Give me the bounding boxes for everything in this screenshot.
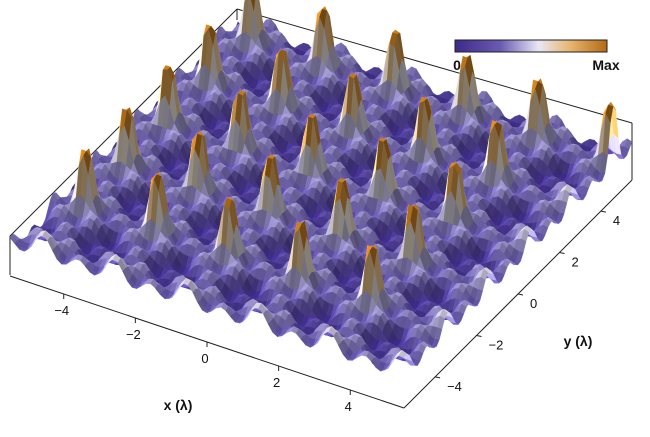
box-edge-back-top	[236, 8, 633, 124]
surface-layer	[9, 0, 633, 372]
